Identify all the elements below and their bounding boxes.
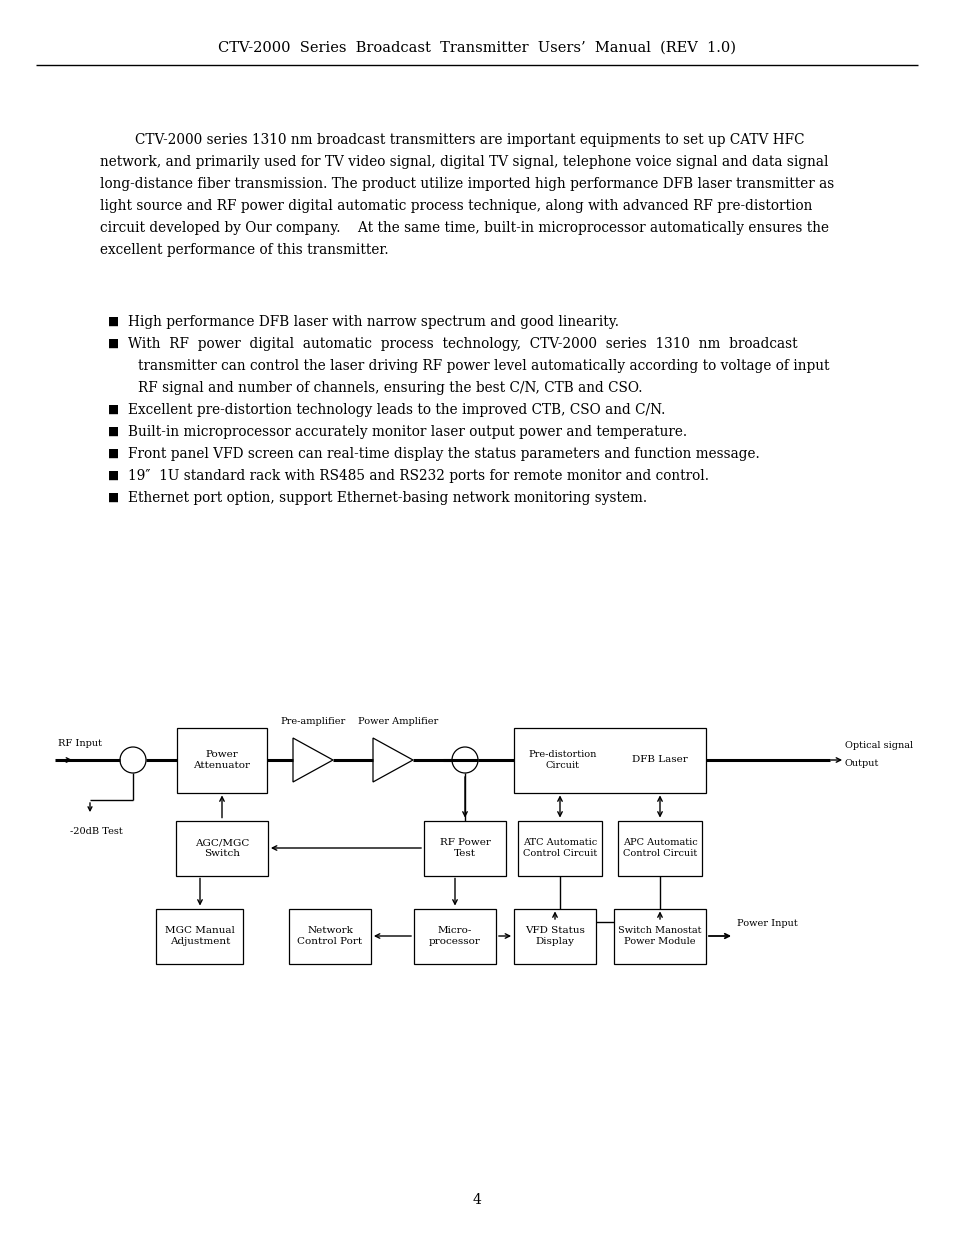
Bar bbox=[423, 820, 505, 876]
Text: RF Input: RF Input bbox=[58, 740, 102, 748]
Text: Front panel VFD screen can real-time display the status parameters and function : Front panel VFD screen can real-time dis… bbox=[128, 447, 759, 461]
Bar bbox=[514, 727, 705, 793]
Text: RF signal and number of channels, ensuring the best C/N, CTB and CSO.: RF signal and number of channels, ensuri… bbox=[138, 382, 641, 395]
Text: Pre-distortion
Circuit: Pre-distortion Circuit bbox=[528, 751, 597, 769]
Text: network, and primarily used for TV video signal, digital TV signal, telephone vo: network, and primarily used for TV video… bbox=[100, 156, 827, 169]
Text: Ethernet port option, support Ethernet-basing network monitoring system.: Ethernet port option, support Ethernet-b… bbox=[128, 492, 646, 505]
Text: transmitter can control the laser driving RF power level automatically according: transmitter can control the laser drivin… bbox=[138, 359, 828, 373]
Text: excellent performance of this transmitter.: excellent performance of this transmitte… bbox=[100, 243, 388, 257]
Text: CTV-2000  Series  Broadcast  Transmitter  Users’  Manual  (REV  1.0): CTV-2000 Series Broadcast Transmitter Us… bbox=[218, 41, 735, 56]
Text: Switch Manostat
Power Module: Switch Manostat Power Module bbox=[618, 926, 701, 946]
Bar bbox=[614, 909, 705, 963]
Bar bbox=[618, 820, 701, 876]
Bar bbox=[175, 820, 268, 876]
Text: -20dB Test: -20dB Test bbox=[70, 827, 123, 836]
Text: ■: ■ bbox=[108, 447, 119, 459]
Text: light source and RF power digital automatic process technique, along with advanc: light source and RF power digital automa… bbox=[100, 199, 812, 212]
Text: Optical signal: Optical signal bbox=[844, 741, 912, 751]
Text: Power Amplifier: Power Amplifier bbox=[357, 718, 437, 726]
Bar bbox=[414, 909, 496, 963]
Bar bbox=[517, 820, 601, 876]
Text: 19″  1U standard rack with RS485 and RS232 ports for remote monitor and control.: 19″ 1U standard rack with RS485 and RS23… bbox=[128, 469, 708, 483]
Text: DFB Laser: DFB Laser bbox=[632, 756, 687, 764]
Text: long-distance fiber transmission. The product utilize imported high performance : long-distance fiber transmission. The pr… bbox=[100, 177, 833, 191]
Text: Built-in microprocessor accurately monitor laser output power and temperature.: Built-in microprocessor accurately monit… bbox=[128, 425, 686, 438]
Text: Power
Attenuator: Power Attenuator bbox=[193, 751, 251, 769]
Text: ■: ■ bbox=[108, 469, 119, 482]
Text: ■: ■ bbox=[108, 337, 119, 350]
Bar bbox=[156, 909, 243, 963]
Text: 4: 4 bbox=[472, 1193, 481, 1207]
Text: ■: ■ bbox=[108, 492, 119, 504]
Text: Micro-
processor: Micro- processor bbox=[429, 926, 480, 946]
Text: ATC Automatic
Control Circuit: ATC Automatic Control Circuit bbox=[522, 839, 597, 857]
Text: High performance DFB laser with narrow spectrum and good linearity.: High performance DFB laser with narrow s… bbox=[128, 315, 618, 329]
Text: circuit developed by Our company.    At the same time, built-in microprocessor a: circuit developed by Our company. At the… bbox=[100, 221, 828, 235]
Text: ■: ■ bbox=[108, 315, 119, 329]
Text: Network
Control Port: Network Control Port bbox=[297, 926, 362, 946]
Text: ■: ■ bbox=[108, 403, 119, 416]
Text: Output: Output bbox=[844, 758, 879, 767]
Bar bbox=[177, 727, 267, 793]
Text: CTV-2000 series 1310 nm broadcast transmitters are important equipments to set u: CTV-2000 series 1310 nm broadcast transm… bbox=[100, 133, 803, 147]
Text: Power Input: Power Input bbox=[737, 919, 797, 927]
Text: MGC Manual
Adjustment: MGC Manual Adjustment bbox=[165, 926, 234, 946]
Text: AGC/MGC
Switch: AGC/MGC Switch bbox=[194, 839, 249, 857]
Text: Excellent pre-distortion technology leads to the improved CTB, CSO and C/N.: Excellent pre-distortion technology lead… bbox=[128, 403, 664, 417]
Bar bbox=[289, 909, 371, 963]
Text: With  RF  power  digital  automatic  process  technology,  CTV-2000  series  131: With RF power digital automatic process … bbox=[128, 337, 797, 351]
Text: VFD Status
Display: VFD Status Display bbox=[524, 926, 584, 946]
Bar bbox=[514, 909, 596, 963]
Text: Pre-amplifier: Pre-amplifier bbox=[280, 718, 345, 726]
Text: APC Automatic
Control Circuit: APC Automatic Control Circuit bbox=[622, 839, 697, 857]
Text: ■: ■ bbox=[108, 425, 119, 438]
Text: RF Power
Test: RF Power Test bbox=[439, 839, 490, 857]
